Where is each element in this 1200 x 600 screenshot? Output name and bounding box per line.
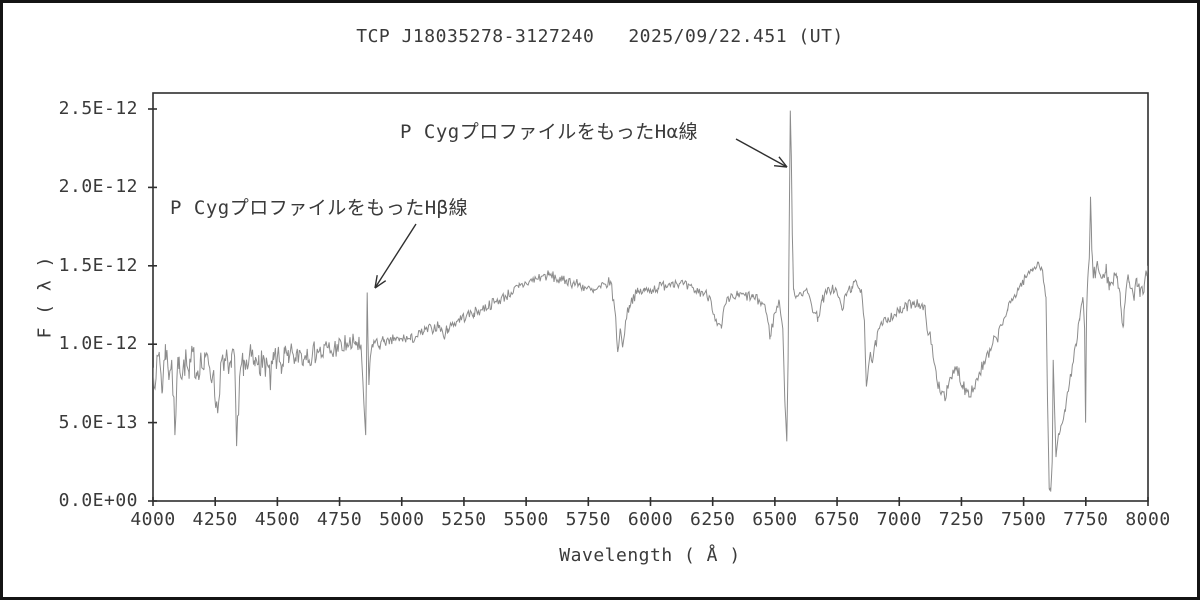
x-tick-label: 5750 bbox=[565, 509, 611, 530]
x-tick-label: 6000 bbox=[627, 509, 674, 530]
x-tick-label: 4500 bbox=[254, 509, 301, 530]
x-tick-label: 7250 bbox=[938, 509, 985, 530]
y-tick-label: 0.0E+00 bbox=[58, 490, 138, 511]
x-tick-label: 7750 bbox=[1063, 509, 1109, 530]
x-tick-label: 7000 bbox=[876, 509, 922, 530]
x-tick-label: 7500 bbox=[1000, 509, 1047, 530]
x-axis-title: Wavelength ( Å ) bbox=[559, 545, 741, 566]
x-tick-label: 6500 bbox=[752, 509, 798, 530]
x-tick-label: 5250 bbox=[441, 509, 487, 530]
x-tick-label: 5500 bbox=[503, 509, 549, 530]
y-axis-title: F ( λ ) bbox=[34, 255, 56, 339]
y-tick-label: 1.0E-12 bbox=[58, 333, 138, 355]
x-tick-label: 4750 bbox=[316, 509, 363, 530]
annotation-h-beta-p-cyg: P CygプロファイルをもったHβ線 bbox=[170, 197, 469, 219]
y-tick-label: 2.5E-12 bbox=[58, 98, 138, 119]
x-tick-label: 6750 bbox=[814, 509, 860, 530]
chart-title: TCP J18035278-3127240 2025/09/22.451 (UT… bbox=[356, 26, 844, 47]
x-tick-label: 4000 bbox=[130, 509, 176, 530]
x-axis-tick-labels: 4000 4250 4500 4750 5000 5250 5500 5750 6000 6250… bbox=[0, 509, 1200, 535]
x-tick-label: 6250 bbox=[690, 509, 736, 530]
x-tick-label: 8000 bbox=[1125, 509, 1171, 530]
annotation-h-alpha-p-cyg: P CygプロファイルをもったHα線 bbox=[400, 121, 699, 143]
x-tick-label: 4250 bbox=[192, 509, 238, 530]
y-tick-label: 5.0E-13 bbox=[58, 411, 138, 433]
x-tick-label: 5000 bbox=[379, 509, 425, 530]
y-axis-tick-labels: 0.0E+00 5.0E-13 1.0E-12 1.5E-12 2.0E-12 2.5E-… bbox=[0, 0, 142, 600]
y-tick-label: 1.5E-12 bbox=[58, 254, 138, 276]
y-tick-label: 2.0E-12 bbox=[58, 176, 138, 198]
